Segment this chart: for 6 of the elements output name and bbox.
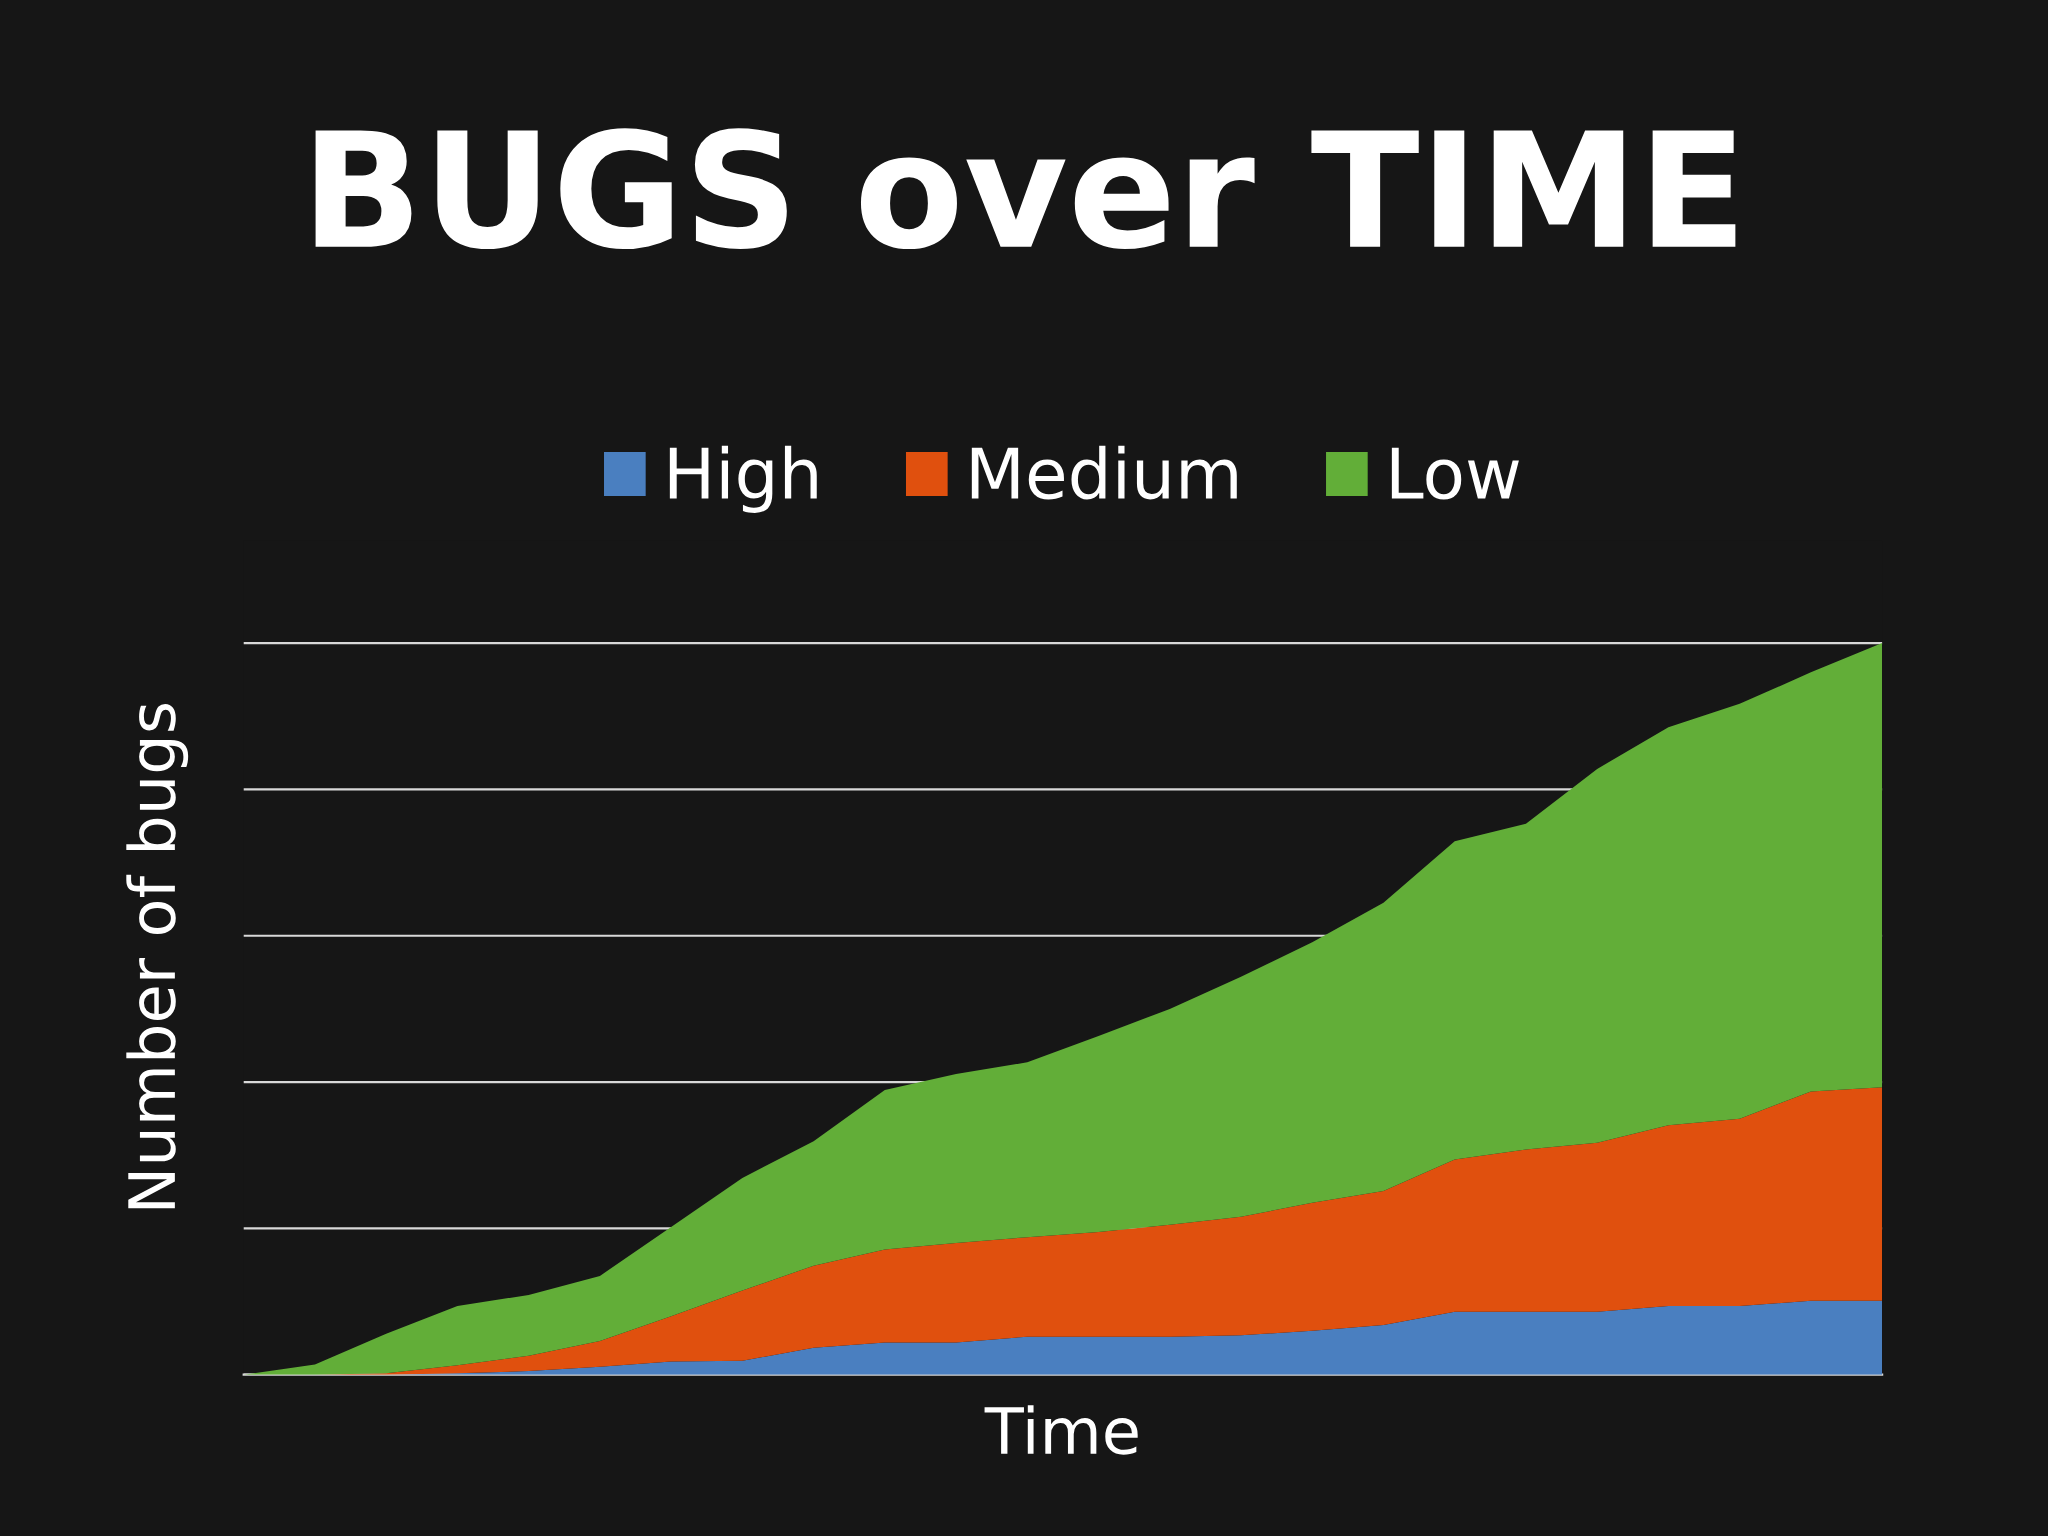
chart-title: BUGS over TIME: [315, 128, 1736, 250]
legend-label: Low: [1391, 447, 1519, 500]
y-axis-title: Number of bugs: [126, 703, 189, 1209]
legend-label: High: [669, 445, 817, 513]
x-axis-title: Time: [984, 1405, 1138, 1455]
legend-label: Medium: [971, 445, 1237, 500]
